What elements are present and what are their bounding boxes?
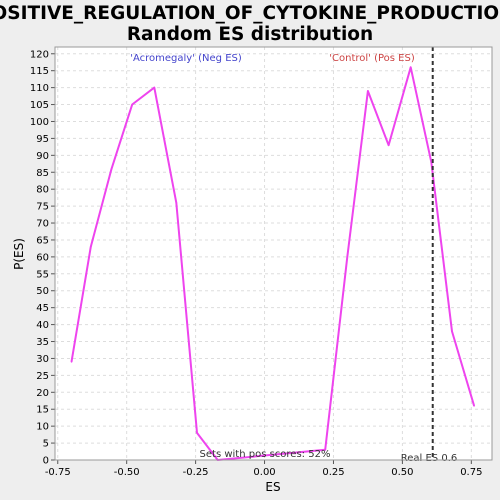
data-point bbox=[90, 245, 92, 248]
y-tick-label: 0 bbox=[43, 456, 49, 467]
plot-area bbox=[55, 47, 492, 460]
y-tick-label: 50 bbox=[36, 286, 49, 297]
pos-scores-label: Sets with pos scores: 52% bbox=[200, 449, 331, 460]
x-tick-label: -0.50 bbox=[114, 467, 140, 478]
chart-subtitle: Random ES distribution bbox=[127, 24, 373, 45]
x-tick-label: -0.25 bbox=[183, 467, 209, 478]
data-point bbox=[196, 432, 198, 434]
y-axis-ticks: 0 5 10 15 20 25 30 35 40 45 50 55 60 65 70 75 80 85 90 95 10… bbox=[30, 49, 55, 467]
x-tick-label: -0.75 bbox=[45, 467, 71, 478]
neg-es-label: 'Acromegaly' (Neg ES) bbox=[130, 53, 242, 64]
y-tick-label: 85 bbox=[36, 168, 49, 179]
y-tick-label: 70 bbox=[36, 219, 49, 230]
data-point bbox=[387, 144, 390, 146]
y-tick-label: 40 bbox=[36, 320, 49, 331]
x-axis-ticks: -0.75 -0.50 -0.25 0.00 0.25 0.50 0.75 bbox=[45, 460, 482, 478]
y-tick-label: 25 bbox=[36, 371, 49, 382]
series-layer bbox=[70, 66, 476, 461]
y-tick-label: 60 bbox=[36, 252, 49, 263]
y-tick-label: 120 bbox=[30, 49, 49, 60]
y-tick-label: 100 bbox=[30, 117, 49, 128]
y-tick-label: 90 bbox=[36, 151, 49, 162]
y-tick-label: 115 bbox=[30, 66, 49, 77]
data-point bbox=[473, 405, 475, 407]
y-tick-label: 35 bbox=[36, 337, 49, 348]
x-axis-label: ES bbox=[265, 480, 280, 494]
plot-border bbox=[54, 46, 493, 461]
y-tick-label: 95 bbox=[36, 134, 49, 145]
data-point bbox=[367, 90, 369, 92]
grid bbox=[55, 47, 492, 461]
data-point bbox=[324, 449, 326, 451]
chart-title: POSITIVE_REGULATION_OF_CYTOKINE_PRODUCTI… bbox=[0, 3, 500, 24]
y-axis-label: P(ES) bbox=[12, 238, 26, 270]
y-tick-label: 110 bbox=[30, 83, 49, 94]
y-tick-label: 45 bbox=[36, 303, 49, 314]
x-tick-label: 0.50 bbox=[391, 467, 413, 478]
y-tick-label: 20 bbox=[36, 388, 49, 399]
data-point bbox=[70, 361, 73, 363]
data-point bbox=[110, 168, 113, 170]
x-tick-label: 0.25 bbox=[322, 467, 344, 478]
x-tick-label: 0.00 bbox=[253, 467, 275, 478]
data-point bbox=[451, 330, 453, 333]
data-point bbox=[409, 66, 412, 69]
data-point bbox=[153, 86, 156, 89]
pos-es-label: 'Control' (Pos ES) bbox=[329, 53, 415, 64]
y-tick-label: 55 bbox=[36, 269, 49, 280]
real-es-label: Real ES 0.6 bbox=[401, 453, 457, 464]
y-tick-label: 10 bbox=[36, 422, 49, 433]
x-tick-label: 0.75 bbox=[460, 467, 482, 478]
y-tick-label: 75 bbox=[36, 202, 49, 213]
y-tick-label: 105 bbox=[30, 100, 49, 111]
y-tick-label: 80 bbox=[36, 185, 49, 196]
data-point bbox=[131, 103, 133, 106]
data-point bbox=[346, 256, 349, 258]
y-tick-label: 30 bbox=[36, 354, 49, 365]
y-tick-label: 15 bbox=[36, 405, 49, 416]
data-point bbox=[175, 201, 178, 204]
series-line bbox=[70, 66, 476, 461]
y-tick-label: 5 bbox=[43, 439, 49, 450]
y-tick-label: 65 bbox=[36, 235, 49, 246]
